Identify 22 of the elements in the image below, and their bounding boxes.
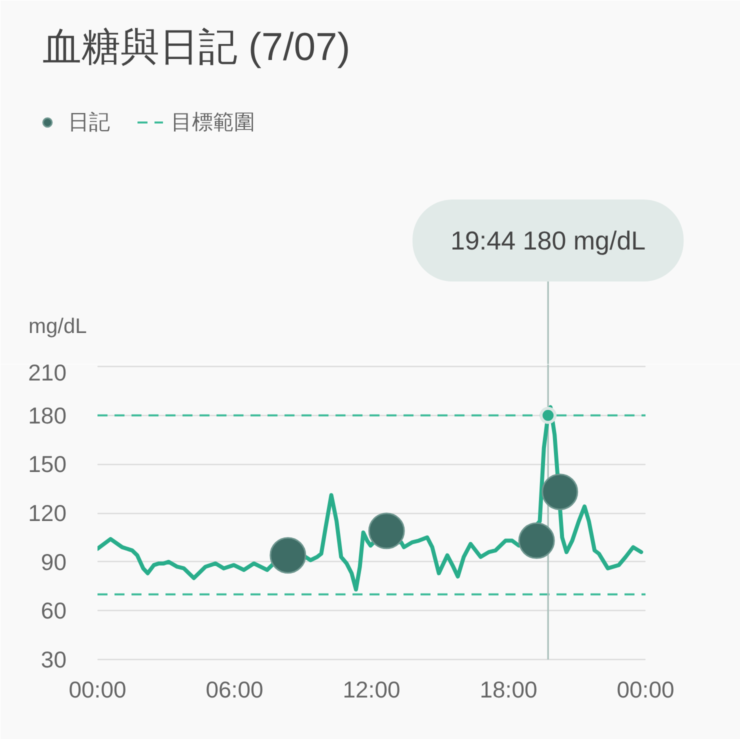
x-tick-label: 12:00 — [342, 676, 400, 702]
text: 19:44 180 mg/dL — [450, 226, 646, 256]
y-tick-label: 30 — [40, 646, 67, 672]
x-tick-label: 00:00 — [616, 676, 674, 702]
y-tick-label: 180 — [28, 402, 66, 428]
point — [270, 537, 306, 574]
y-tick-label: 60 — [40, 598, 67, 624]
x-tick-label: 06:00 — [206, 676, 264, 702]
legend-label: 目標範圍 — [171, 110, 255, 136]
point — [540, 406, 557, 424]
x-tick-label: 00:00 — [68, 676, 126, 702]
y-tick-label: 90 — [40, 548, 67, 575]
y-tick-label: 150 — [28, 451, 66, 478]
y-tick-label: 120 — [28, 500, 66, 526]
point — [368, 512, 405, 550]
y-tick-label: 210 — [28, 360, 66, 386]
point — [518, 522, 555, 559]
x-tick-label: 18:00 — [480, 676, 538, 702]
y-axis-title: mg/dL — [28, 315, 87, 338]
point — [542, 474, 578, 510]
chart-title: 血糖與日記 (7/07) — [42, 26, 350, 69]
legend-label: 日記 — [68, 110, 110, 136]
